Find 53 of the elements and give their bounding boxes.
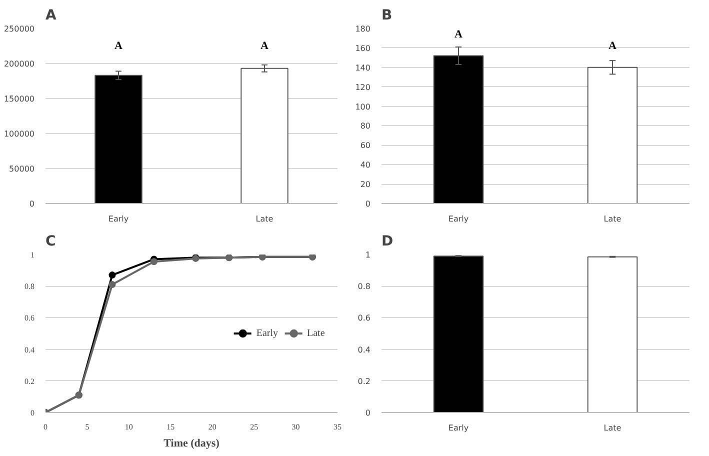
chart-title: D bbox=[382, 234, 394, 250]
x-tick-label: 25 bbox=[250, 422, 258, 432]
y-tick-label: 250000 bbox=[4, 24, 35, 34]
y-tick-label: 80 bbox=[360, 122, 371, 131]
y-tick-label: 0.6 bbox=[358, 314, 371, 323]
chart-title: C bbox=[46, 234, 56, 250]
y-tick-label: 180 bbox=[355, 24, 371, 34]
y-tick-label: 100000 bbox=[4, 130, 35, 138]
x-tick-label: 0 bbox=[44, 422, 48, 432]
y-tick-label: 0.4 bbox=[358, 345, 371, 354]
y-tick-label: 0 bbox=[365, 408, 371, 418]
y-tick-label: 40 bbox=[360, 160, 371, 170]
legend-label: Late bbox=[307, 328, 326, 338]
x-tick-label: 15 bbox=[166, 422, 175, 432]
x-axis-title: Time (days) bbox=[164, 438, 220, 450]
y-tick-label: 0.2 bbox=[358, 376, 371, 386]
y-tick-label: 60 bbox=[360, 141, 371, 150]
y-tick-label: 0.6 bbox=[24, 314, 34, 323]
chart-title: B bbox=[382, 8, 392, 24]
x-tick-label: 20 bbox=[208, 422, 216, 432]
y-tick-label: 0.8 bbox=[358, 282, 371, 292]
x-tick-label: 35 bbox=[334, 422, 342, 432]
y-tick-label: 0 bbox=[365, 200, 371, 208]
annotation: A bbox=[114, 40, 123, 52]
y-tick-label: 0.8 bbox=[24, 282, 34, 292]
y-tick-label: 0.4 bbox=[24, 345, 34, 354]
y-tick-label: 1 bbox=[30, 250, 34, 260]
x-tick-label: Late bbox=[604, 214, 622, 224]
x-tick-label: Early bbox=[108, 214, 129, 224]
x-tick-label: Early bbox=[448, 214, 469, 224]
y-tick-label: 20 bbox=[360, 180, 371, 190]
annotation: A bbox=[454, 28, 463, 41]
legend-label: Early bbox=[256, 328, 278, 338]
y-tick-label: 160 bbox=[355, 44, 371, 53]
y-tick-label: 120 bbox=[355, 82, 371, 92]
x-tick-label: Early bbox=[448, 424, 469, 432]
x-tick-label: Late bbox=[604, 424, 622, 432]
x-tick-label: Late bbox=[256, 214, 274, 224]
annotation: A bbox=[260, 40, 269, 52]
y-tick-label: 0 bbox=[29, 200, 35, 208]
y-tick-label: 100 bbox=[355, 102, 371, 112]
annotation: A bbox=[608, 40, 617, 52]
y-tick-label: 150000 bbox=[4, 94, 35, 104]
x-tick-label: 30 bbox=[292, 422, 300, 432]
y-tick-label: 50000 bbox=[9, 164, 35, 174]
y-tick-label: 140 bbox=[355, 63, 371, 72]
y-tick-label: 200000 bbox=[4, 60, 35, 68]
y-tick-label: 1 bbox=[365, 250, 371, 260]
x-tick-label: 5 bbox=[85, 422, 90, 432]
x-tick-label: 10 bbox=[124, 422, 133, 432]
chart-title: A bbox=[46, 8, 56, 24]
y-tick-label: 0 bbox=[30, 408, 34, 418]
y-tick-label: 0.2 bbox=[24, 376, 34, 386]
